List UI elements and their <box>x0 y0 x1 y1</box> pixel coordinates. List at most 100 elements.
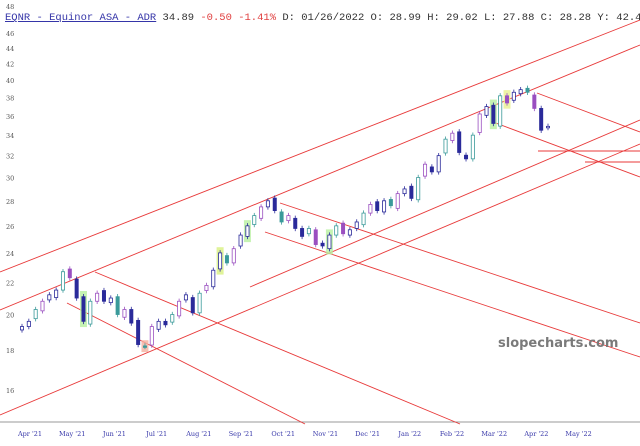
y-tick-label: 24 <box>6 250 14 258</box>
y-tick-label: 16 <box>6 387 14 395</box>
candle-body <box>518 89 523 95</box>
candle-body <box>54 289 59 298</box>
candle-body <box>546 125 551 129</box>
candle-body <box>190 297 195 314</box>
candle-body <box>429 166 434 173</box>
trendline <box>94 271 461 425</box>
x-tick-label: Apr '21 <box>17 430 42 438</box>
x-tick-label: Jul '21 <box>145 430 167 438</box>
candle-body <box>197 292 202 314</box>
trendline <box>0 143 640 416</box>
candle-body <box>470 134 475 160</box>
candle-body <box>60 271 65 291</box>
candle-body <box>457 131 462 153</box>
y-tick-label: 30 <box>6 174 14 182</box>
chart-header: EQNR - Equinor ASA - ADR 34.89 -0.50 -1.… <box>5 12 640 25</box>
candle-body <box>505 95 510 104</box>
y-tick-label: 20 <box>6 312 14 320</box>
x-tick-label: Apr '22 <box>523 430 548 438</box>
y-tick-label: 18 <box>6 347 14 355</box>
candle-body <box>354 221 359 229</box>
candle-body <box>525 87 530 93</box>
candle-body <box>95 292 100 302</box>
candle-body <box>81 296 86 322</box>
candle-body <box>532 94 537 109</box>
candle-body <box>259 206 264 219</box>
x-tick-label: Oct '21 <box>271 430 295 438</box>
candle-body <box>101 290 106 302</box>
y-tick-label: 36 <box>6 113 14 121</box>
candle-body <box>395 193 400 209</box>
y-tick-label: 34 <box>6 132 14 140</box>
candle-body <box>477 113 482 133</box>
y-tick-label: 42 <box>6 61 14 69</box>
candle-body <box>231 248 236 264</box>
candle-body <box>402 188 407 195</box>
candle-body <box>211 269 216 288</box>
candle-body <box>423 163 428 177</box>
trendline <box>66 302 306 425</box>
trendline <box>249 119 640 288</box>
x-tick-label: Jun '21 <box>102 430 126 438</box>
candle-body <box>170 314 175 323</box>
candle-body <box>183 294 188 301</box>
candle-body <box>163 320 168 326</box>
candle-body <box>286 215 291 222</box>
watermark: slopecharts.com <box>498 336 619 351</box>
x-tick-label: May '21 <box>59 430 85 438</box>
x-tick-label: Jan '22 <box>397 430 421 438</box>
candle-body <box>347 229 352 236</box>
candle-body <box>136 319 141 345</box>
candle-body <box>108 297 113 304</box>
candle-body <box>74 278 79 299</box>
candle-body <box>47 294 52 301</box>
candle-body <box>443 138 448 154</box>
candle-body <box>149 326 154 346</box>
price-change: -0.50 <box>200 12 232 24</box>
y-tick-label: 46 <box>6 30 14 38</box>
candle-body <box>88 300 93 325</box>
last-price: 34.89 <box>162 12 195 24</box>
symbol-link[interactable]: EQNR - Equinor ASA - ADR <box>5 12 157 24</box>
y-tick-label: 44 <box>6 45 14 53</box>
candle-body <box>375 201 380 211</box>
x-tick-label: May '22 <box>565 430 591 438</box>
trendline <box>279 202 640 324</box>
y-tick-label: 32 <box>6 153 14 161</box>
candle-body <box>156 320 161 330</box>
candle-body <box>306 228 311 235</box>
trendline <box>492 121 640 178</box>
candle-body <box>368 204 373 214</box>
y-tick-label: 22 <box>6 279 14 287</box>
y-tick-label: 48 <box>6 3 14 11</box>
candle-body <box>115 296 120 315</box>
candle-body <box>245 225 250 237</box>
candle-body <box>341 222 346 235</box>
candle-body <box>129 309 134 324</box>
candle-body <box>484 106 489 116</box>
candle-body <box>388 199 393 207</box>
candle-body <box>40 300 45 312</box>
candle-body <box>204 284 209 291</box>
ohlc-readout: D: 01/26/2022 O: 28.99 H: 29.02 L: 27.88… <box>282 12 640 24</box>
candle-body <box>511 91 516 101</box>
candle-body <box>436 155 441 173</box>
candle-body <box>313 229 318 245</box>
y-tick-label: 28 <box>6 198 14 206</box>
y-tick-label: 38 <box>6 95 14 103</box>
candle-body <box>272 197 277 211</box>
candle-body <box>491 104 496 124</box>
candle-body <box>177 300 182 317</box>
candle-body <box>382 200 387 213</box>
candle-body <box>19 326 24 331</box>
y-tick-label: 40 <box>6 77 14 85</box>
candle-body <box>416 177 421 201</box>
candle-body <box>361 212 366 226</box>
candle-body <box>142 345 147 348</box>
candle-body <box>320 242 325 247</box>
candle-body <box>539 108 544 131</box>
candle-body <box>218 252 223 270</box>
candle-body <box>498 95 503 127</box>
